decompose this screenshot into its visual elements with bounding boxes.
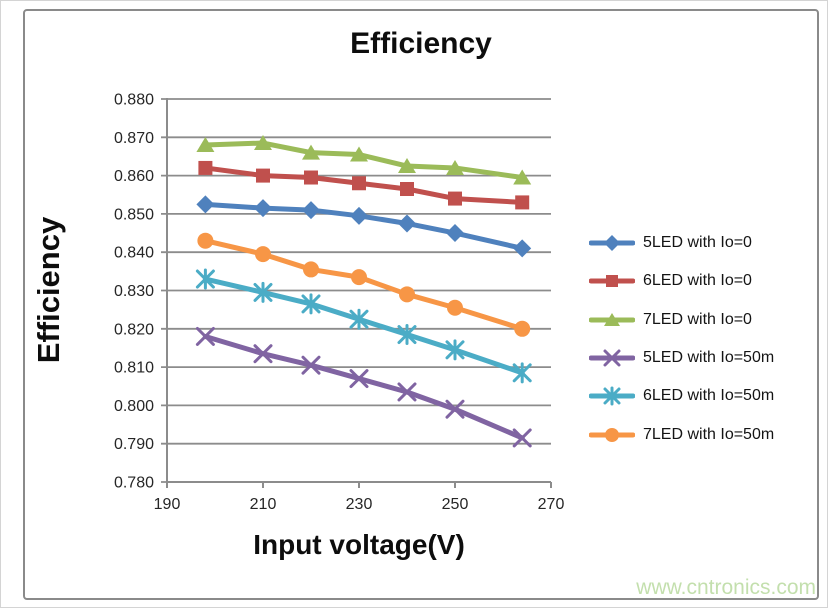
y-tick-label: 0.790: [114, 436, 154, 453]
x-tick-label: 250: [442, 496, 469, 513]
legend-marker-diamond-icon: [589, 235, 635, 252]
legend-item: 6LED with Io=50m: [589, 377, 774, 415]
series-7led-with-io-0: [196, 135, 532, 185]
legend-item: 7LED with Io=0: [589, 301, 774, 339]
legend-label: 7LED with Io=50m: [643, 425, 775, 443]
y-tick-label: 0.820: [114, 321, 154, 338]
legend-item: 5LED with Io=50m: [589, 339, 774, 377]
y-tick-labels: 0.880 0.870 0.860 0.850 0.840 0.830 0.820 0.810…: [114, 92, 154, 492]
legend-marker-asterisk-icon: [589, 386, 635, 406]
y-tick-label: 0.800: [114, 398, 154, 415]
legend-item: 7LED with Io=50m: [589, 415, 774, 453]
watermark: www.cntronics.com: [636, 576, 816, 599]
series-7led-with-io-50m: [197, 232, 531, 337]
y-tick-label: 0.840: [114, 245, 154, 262]
legend: 5LED with Io=0 6LED with Io=0 7LED with Io…: [589, 224, 774, 454]
y-tick-label: 0.870: [114, 130, 154, 147]
legend-item: 5LED with Io=0: [589, 224, 774, 262]
legend-marker-square-icon: [589, 275, 635, 288]
y-tick-label: 0.780: [114, 475, 154, 492]
legend-label: 6LED with Io=0: [643, 272, 752, 290]
chart-title: Efficiency: [350, 27, 492, 60]
y-tick-label: 0.880: [114, 92, 154, 109]
x-tick-label: 270: [538, 496, 565, 513]
series-5led-with-io-0: [196, 195, 532, 258]
x-tick-label: 230: [346, 496, 373, 513]
legend-label: 7LED with Io=0: [643, 310, 752, 328]
series-6led-with-io-50m: [195, 268, 532, 384]
legend-marker-triangle-icon: [589, 312, 635, 326]
y-tick-label: 0.850: [114, 206, 154, 223]
legend-label: 5LED with Io=50m: [643, 349, 775, 367]
series-6led-with-io-0: [198, 160, 530, 210]
legend-label: 6LED with Io=50m: [643, 387, 775, 405]
x-tick-label: 210: [250, 496, 277, 513]
y-tick-label: 0.860: [114, 168, 154, 185]
legend-marker-x-icon: [589, 349, 635, 367]
y-tick-label: 0.810: [114, 360, 154, 377]
x-axis-title: Input voltage(V): [253, 529, 465, 560]
series-5led-with-io-50m: [195, 326, 532, 448]
chart-frame: [23, 9, 819, 600]
x-ticks: 190 210 230 250 270: [154, 482, 565, 513]
legend-item: 6LED with Io=0: [589, 262, 774, 300]
legend-marker-circle-icon: [589, 427, 635, 442]
legend-label: 5LED with Io=0: [643, 234, 752, 252]
y-tick-label: 0.830: [114, 283, 154, 300]
x-tick-label: 190: [154, 496, 181, 513]
